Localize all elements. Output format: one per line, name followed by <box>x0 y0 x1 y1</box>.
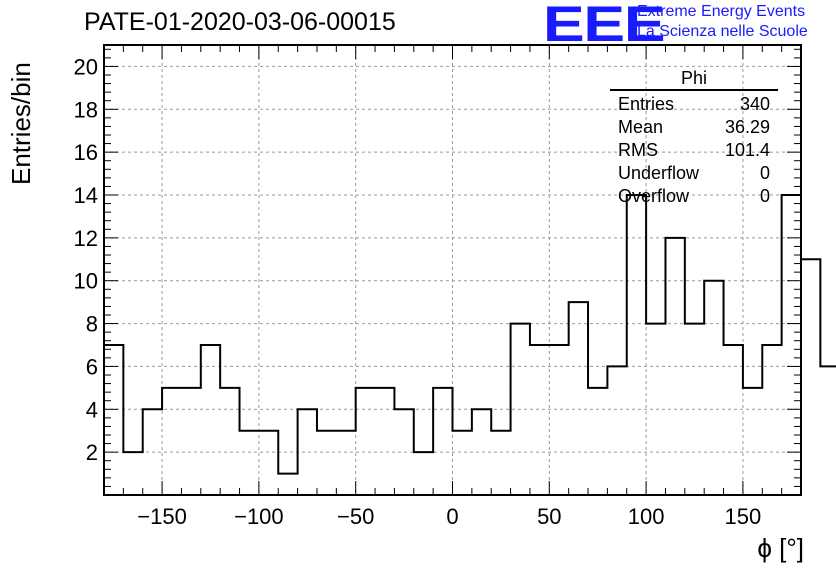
stats-value: 101.4 <box>724 140 770 160</box>
stats-label: Underflow <box>618 163 700 183</box>
histogram-bin <box>607 366 626 495</box>
stats-row-mean: Mean 36.29 <box>610 116 778 139</box>
stats-label: RMS <box>618 140 658 160</box>
x-tick-label: 150 <box>725 504 762 529</box>
histogram-bin <box>356 388 375 495</box>
stats-value: 0 <box>759 186 770 206</box>
stats-box: Phi Entries 340 Mean 36.29 RMS 101.4 Und… <box>610 67 778 208</box>
y-tick-label: 2 <box>86 440 98 465</box>
histogram-bin <box>162 388 181 495</box>
y-tick-label: 16 <box>74 140 98 165</box>
histogram-bin <box>724 345 743 495</box>
stats-row-overflow: Overflow 0 <box>610 185 778 208</box>
histogram-bin <box>820 366 836 495</box>
histogram-bin <box>491 431 510 495</box>
histogram-bin <box>433 388 452 495</box>
histogram-bin <box>259 431 278 495</box>
x-tick-label: −50 <box>337 504 374 529</box>
histogram-bin <box>627 195 646 495</box>
stats-title: Phi <box>610 67 778 91</box>
stats-value: 36.29 <box>724 117 770 137</box>
stats-row-underflow: Underflow 0 <box>610 162 778 185</box>
y-tick-label: 18 <box>74 97 98 122</box>
y-tick-label: 4 <box>86 397 98 422</box>
stats-value: 340 <box>739 94 770 114</box>
logo-line-2: La Scienza nelle Scuole <box>637 23 808 40</box>
y-tick-label: 10 <box>74 269 98 294</box>
histogram-bin <box>104 345 123 495</box>
histogram-bin <box>549 345 568 495</box>
x-tick-label: −150 <box>137 504 187 529</box>
histogram-bin <box>181 388 200 495</box>
stats-row-entries: Entries 340 <box>610 93 778 116</box>
x-tick-label: −100 <box>234 504 284 529</box>
x-axis-label: ϕ [°] <box>757 533 804 563</box>
x-tick-label: 0 <box>446 504 458 529</box>
x-tick-label: 50 <box>537 504 561 529</box>
eee-logo: EEE <box>543 0 666 52</box>
histogram-bin <box>220 388 239 495</box>
histogram-bin <box>414 452 433 495</box>
histogram-bin <box>336 431 355 495</box>
y-tick-label: 8 <box>86 312 98 337</box>
y-tick-label: 20 <box>74 54 98 79</box>
stats-label: Mean <box>618 117 664 137</box>
y-tick-label: 12 <box>74 226 98 251</box>
histogram-bin <box>453 431 472 495</box>
logo-text: Extreme Energy Events La Scienza nelle S… <box>637 2 808 42</box>
y-tick-label: 6 <box>86 354 98 379</box>
histogram-bin <box>704 281 723 495</box>
y-axis-label: Entries/bin <box>6 62 36 185</box>
histogram-bin <box>743 388 762 495</box>
histogram-bin <box>588 388 607 495</box>
histogram-bin <box>278 474 297 495</box>
histogram-bin <box>530 345 549 495</box>
stats-label: Entries <box>618 94 675 114</box>
histogram-line <box>104 194 836 475</box>
histogram-bin <box>317 431 336 495</box>
histogram-bin <box>762 345 781 495</box>
histogram-bin <box>801 259 820 495</box>
histogram-bin <box>123 452 142 495</box>
stats-value: 0 <box>759 163 770 183</box>
y-tick-label: 14 <box>74 183 98 208</box>
histogram-bin <box>375 388 394 495</box>
histogram-bin <box>201 345 220 495</box>
histogram-bin <box>240 431 259 495</box>
stats-label: Overflow <box>618 186 690 206</box>
x-tick-label: 100 <box>628 504 665 529</box>
histogram-bin <box>782 195 801 495</box>
logo-line-1: Extreme Energy Events <box>637 3 806 20</box>
chart-title: PATE-01-2020-03-06-00015 <box>84 8 396 36</box>
histogram-bin <box>569 302 588 495</box>
stats-row-rms: RMS 101.4 <box>610 139 778 162</box>
